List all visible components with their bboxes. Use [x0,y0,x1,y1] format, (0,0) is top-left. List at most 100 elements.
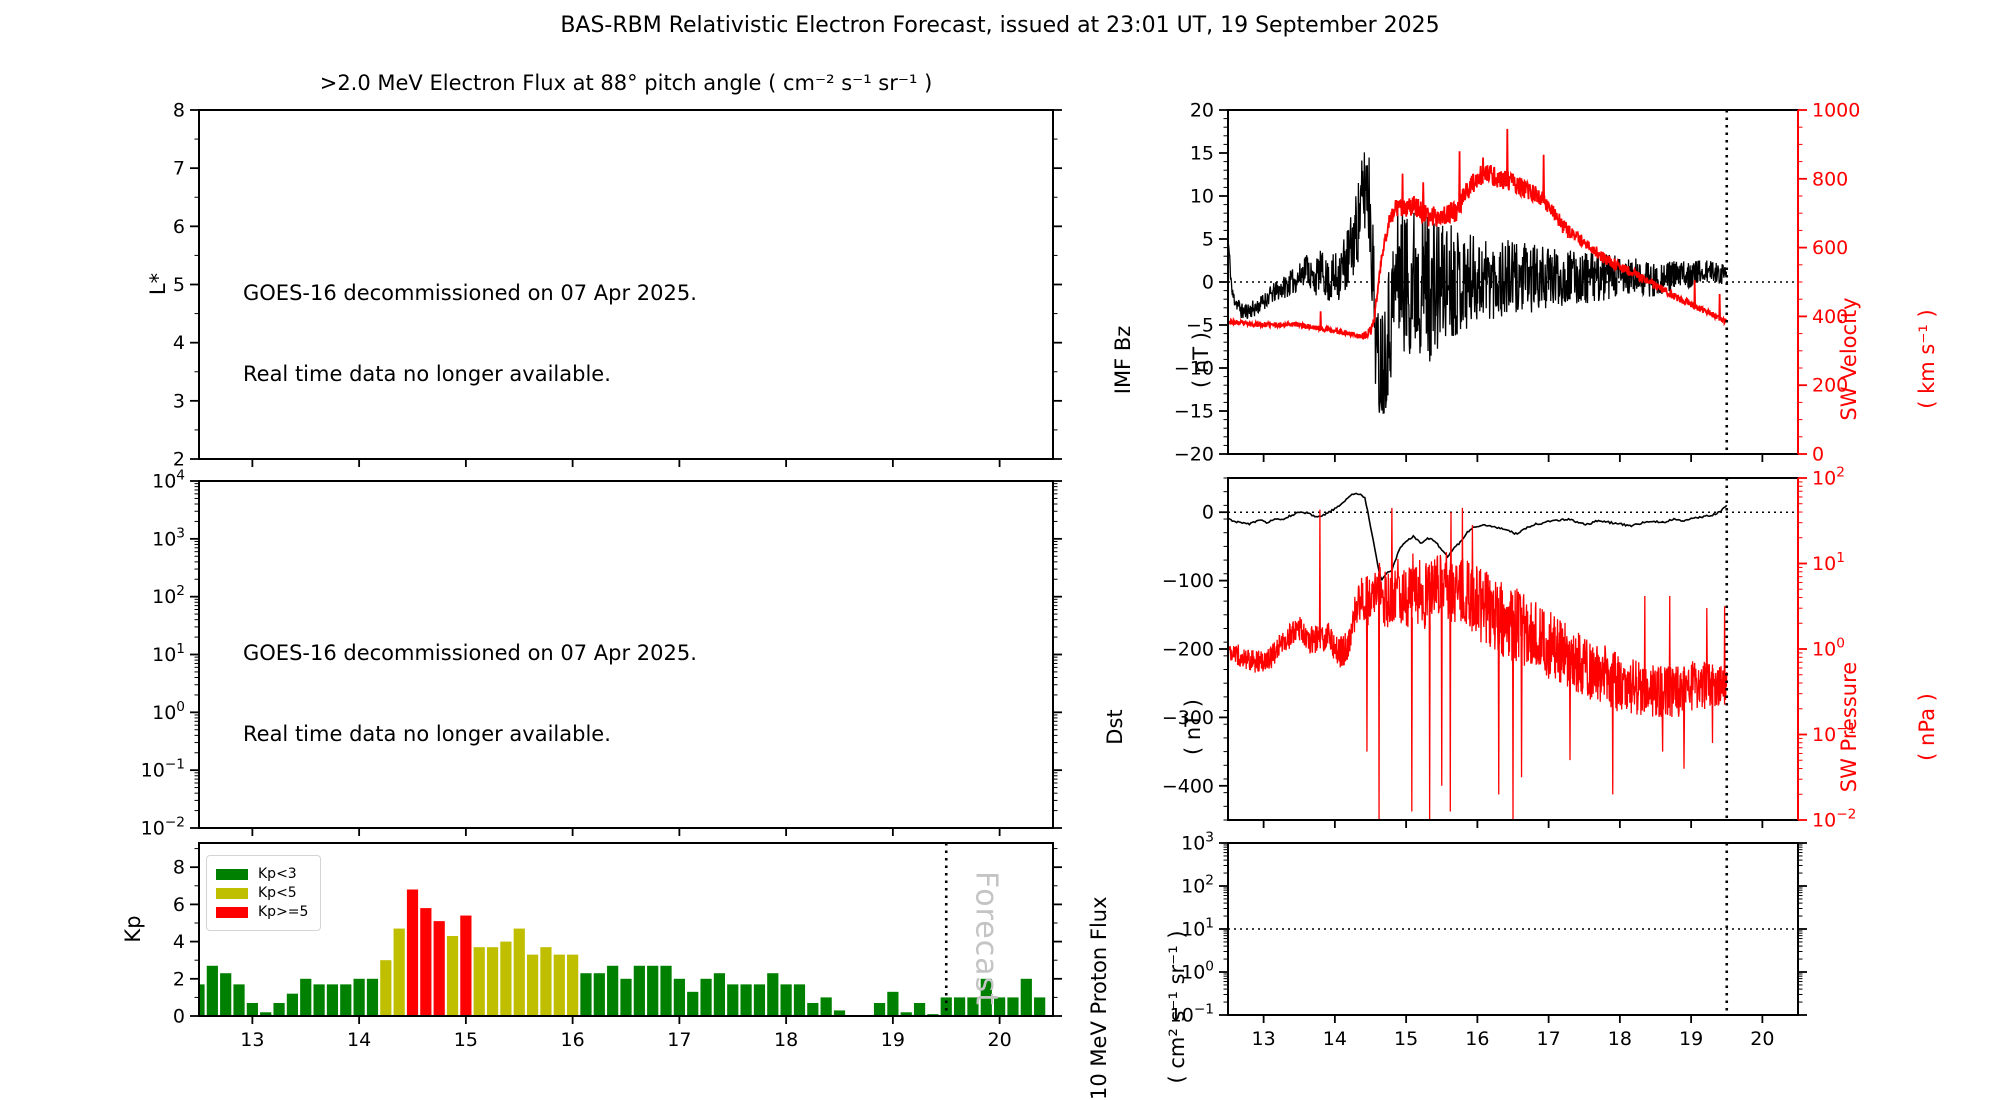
kp-bar [393,928,405,1016]
tick-label: 5 [173,274,185,296]
tick-label: 600 [1812,237,1848,259]
kp-bar [567,954,579,1016]
kp-bar [326,984,339,1016]
kp-bar [900,1012,912,1016]
tick-label: 101 [1181,916,1214,941]
proton-flux-axis-label-line2: ( cm² s⁻¹ sr⁻¹ ) [1165,930,1189,1084]
tick-label: 10−2 [1812,807,1856,832]
kp-bar [807,1002,819,1016]
tick-label: −100 [1162,570,1214,592]
tick-label: 18 [774,1029,798,1051]
kp-bar [313,984,325,1016]
kp-bar [940,997,952,1016]
kp-legend-item-high: Kp>=5 [216,904,308,920]
tick-label: 14 [1323,1028,1347,1050]
kp-bar [820,997,832,1016]
goes-message-middle-line1: GOES-16 decommissioned on 07 Apr 2025. [243,641,697,665]
kp-bar [887,991,899,1016]
tick-label: 8 [173,857,185,879]
kp-bar [246,1002,258,1016]
kp-bar [1034,997,1046,1016]
tick-label: 200 [1812,375,1848,397]
tick-label: 14 [347,1029,371,1051]
kp-legend-item-low: Kp<3 [216,866,308,882]
kp-axis-label: Kp [121,915,145,943]
kp-bar [633,965,645,1016]
tick-label: 0 [173,1006,185,1028]
tick-label: 13 [1252,1028,1276,1050]
kp-legend-swatch-yellow [216,887,248,899]
tick-label: 16 [561,1029,585,1051]
kp-bar [473,947,485,1016]
tick-label: 8 [173,100,185,122]
tick-label: 6 [173,216,185,238]
kp-legend-label-mid: Kp<5 [258,885,297,901]
tick-label: 103 [1181,830,1214,855]
sw-velocity-axis-label-line2: ( km s⁻¹ ) [1915,309,1939,409]
kp-bar [233,984,245,1016]
kp-bar [580,973,592,1016]
kp-bar [420,908,432,1016]
tick-label: 0 [1202,272,1214,294]
kp-bar [607,965,619,1016]
tick-label: −400 [1162,775,1214,797]
kp-legend-swatch-green [216,868,248,880]
kp-bar [513,928,525,1016]
kp-legend: Kp<3 Kp<5 Kp>=5 [206,855,322,931]
kp-bar [380,960,392,1016]
tick-label: 4 [173,931,185,953]
panel-electron-flux-log: 10−2 10−1 100 101 102 103 104 [141,468,1062,840]
tick-label: 102 [1181,873,1214,898]
tick-label: 20 [1190,100,1214,122]
kp-bar [553,954,565,1016]
kp-bar [673,978,685,1016]
kp-bar [873,1002,886,1016]
kp-bar [713,973,726,1016]
panel-kp: 13 14 15 16 17 18 19 20 0 2 4 6 8 [173,842,1062,1051]
tick-label: 2 [173,449,185,471]
kp-bar [486,947,499,1016]
sw-velocity-axis-label: SW Velocity ( km s⁻¹ ) [1784,209,1992,509]
sw-velocity-axis-label-line1: SW Velocity [1837,297,1861,421]
panel-electron-flux: 2 3 4 5 6 7 8 [173,100,1062,471]
series-dst [1228,492,1728,582]
tick-label: −15 [1174,401,1214,423]
kp-bar [740,984,752,1016]
tick-label: 102 [1812,465,1845,490]
kp-bar [526,954,539,1016]
tick-label: 18 [1608,1028,1632,1050]
kp-bar [540,947,552,1016]
tick-label: 100 [1812,636,1845,661]
tick-label: −200 [1162,639,1214,661]
series-sw-pressure [1228,507,1728,821]
kp-bar [366,978,379,1016]
tick-label: 13 [240,1029,264,1051]
kp-legend-label-low: Kp<3 [258,866,297,882]
kp-bar [620,978,632,1016]
kp-bar [1007,997,1019,1016]
goes-message-top-line1: GOES-16 decommissioned on 07 Apr 2025. [243,281,697,305]
tick-label: 1000 [1812,100,1860,122]
kp-legend-swatch-red [216,906,248,918]
kp-bar [967,997,979,1016]
tick-label: 2 [173,968,185,990]
imf-bz-axis-label-line2: ( nT ) [1189,332,1213,388]
tick-label: 15 [1394,1028,1418,1050]
tick-label: 7 [173,158,185,180]
electron-flux-panel-title: >2.0 MeV Electron Flux at 88° pitch angl… [319,71,933,95]
goes-message-top: GOES-16 decommissioned on 07 Apr 2025. R… [243,226,697,442]
tick-label: 3 [173,390,185,412]
sw-pressure-axis-label: SW Pressure ( nPa ) [1784,577,1992,877]
tick-label: 20 [988,1029,1012,1051]
kp-bar [406,889,419,1016]
kp-bar [206,965,218,1016]
proton-flux-axis-label: >10 MeV Proton Flux ( cm² s⁻¹ sr⁻¹ ) [1034,797,1242,1100]
kp-bar [793,984,806,1016]
kp-bar [1020,978,1032,1016]
tick-label: 5 [1202,229,1214,251]
kp-bar [833,1010,846,1016]
sw-pressure-axis-label-line2: ( nPa ) [1915,693,1939,761]
kp-bar [994,997,1006,1016]
